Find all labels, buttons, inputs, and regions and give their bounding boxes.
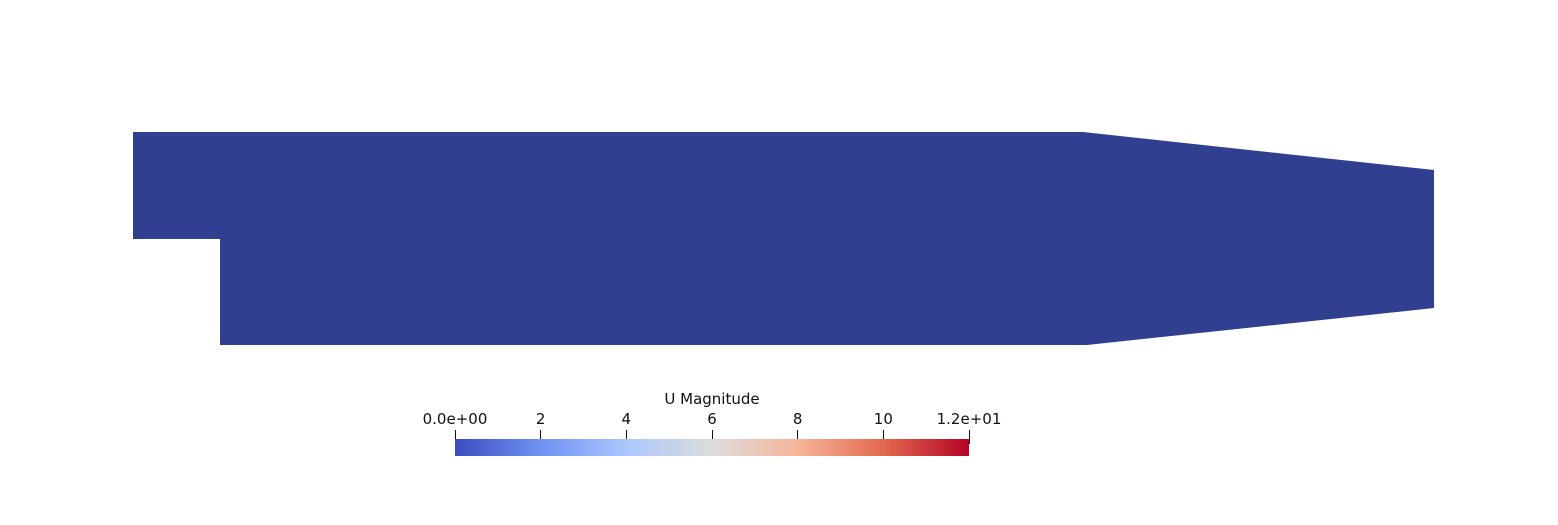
colorbar-tick-label: 1.2e+01 bbox=[936, 410, 1002, 428]
colorbar-tick-label: 6 bbox=[707, 410, 717, 428]
colorbar-tick-mark bbox=[625, 430, 627, 444]
colorbar-tick-mark bbox=[540, 430, 542, 444]
colorbar-tick-label: 10 bbox=[873, 410, 893, 428]
colorbar-tick-mark bbox=[968, 430, 970, 444]
scalar-colorbar: U Magnitude 0.0e+00 2 4 6 8 10 1.2e+01 bbox=[420, 388, 1020, 468]
colorbar-tick-mark bbox=[797, 430, 799, 444]
colorbar-tick-label: 8 bbox=[792, 410, 803, 428]
colorbar-tick-mark bbox=[711, 430, 713, 444]
colorbar-title: U Magnitude bbox=[664, 390, 760, 408]
colorbar-tick-label: 4 bbox=[621, 410, 632, 428]
colorbar-gradient bbox=[455, 439, 969, 456]
colorbar-tick-mark bbox=[454, 430, 456, 444]
colorbar-tick-label: 2 bbox=[535, 410, 546, 428]
colorbar-tick-label: 0.0e+00 bbox=[422, 410, 488, 428]
flow-domain-shape bbox=[133, 132, 1434, 345]
colorbar-tick-mark bbox=[882, 430, 884, 444]
